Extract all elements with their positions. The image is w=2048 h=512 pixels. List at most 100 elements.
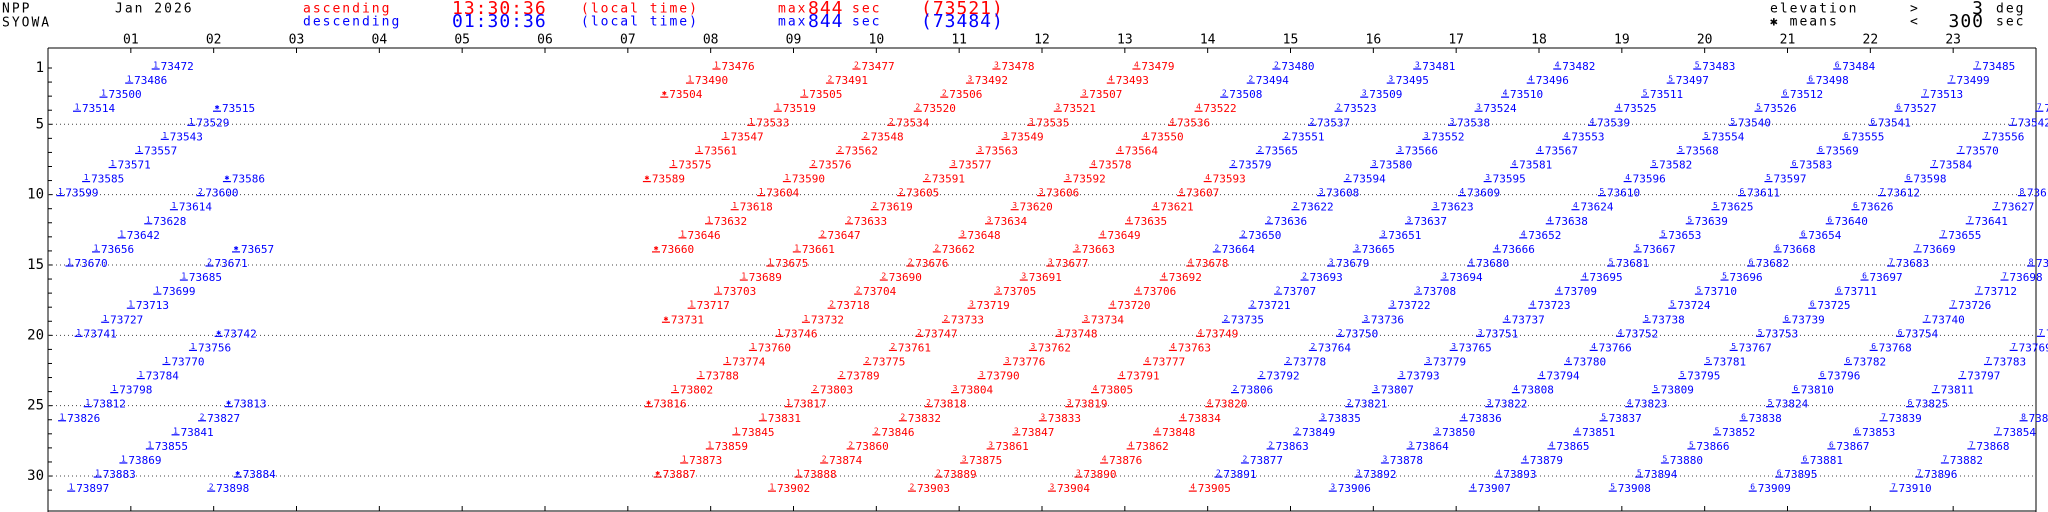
orbit-number: 73725: [1817, 299, 1850, 312]
orbit-number: 73811: [1941, 384, 1974, 397]
orbit-number: 73723: [1537, 299, 1570, 312]
orbit-number: 73740: [1932, 313, 1965, 326]
orbit-number: 73609: [1467, 187, 1500, 200]
pass-index: 7: [1923, 89, 1928, 98]
pass-index: 2: [926, 398, 931, 407]
legend-time-note: (local time): [581, 2, 699, 17]
orbit-number: 73861: [996, 440, 1029, 453]
orbit-number: 73738: [1652, 313, 1685, 326]
pass-index: 2: [822, 454, 827, 463]
x-tick-label: 08: [703, 33, 719, 48]
orbit-number: 73637: [1414, 215, 1447, 228]
orbit-number: 73910: [1899, 482, 1932, 495]
pass-index: 3: [1354, 243, 1359, 252]
pass-index: 2: [1248, 75, 1253, 84]
orbit-number: 73592: [1073, 173, 1106, 186]
orbit-number: 73907: [1478, 482, 1511, 495]
x-tick-label: 03: [289, 33, 305, 48]
orbit-number: 73889: [943, 468, 976, 481]
orbit-number: 73749: [1205, 327, 1238, 340]
orbit-number: 73760: [758, 341, 791, 354]
orbit-number: 73741: [84, 327, 117, 340]
orbit-number: 73510: [1510, 88, 1543, 101]
orbit-number: 73863: [1276, 440, 1309, 453]
orbit-number: 73511: [1650, 88, 1683, 101]
pass-index: 4: [1190, 483, 1195, 492]
orbit-number: 73875: [969, 454, 1002, 467]
pass-index: 4: [1625, 173, 1630, 182]
pass-index: 1: [191, 342, 196, 351]
orbit-number: 73543: [170, 130, 203, 143]
orbit-number: 73494: [1256, 74, 1289, 87]
pass-index: 1: [714, 61, 719, 70]
orbit-number: 73548: [871, 130, 904, 143]
pass-index: 2: [917, 328, 922, 337]
pass-index: 2: [1295, 426, 1300, 435]
pass-index: 1: [784, 173, 789, 182]
pass-index: 7: [1932, 159, 1937, 168]
orbit-number: 73483: [1702, 60, 1735, 73]
orbit-number: 73722: [1397, 299, 1430, 312]
orbit-number: 73721: [1257, 299, 1290, 312]
orbit-number: 73553: [1571, 130, 1604, 143]
orbit-number: 73823: [1634, 398, 1667, 411]
pass-index: 3: [951, 159, 956, 168]
orbit-number: 73699: [162, 285, 195, 298]
orbit-number: 73562: [845, 144, 878, 157]
orbit-number: 73646: [688, 229, 721, 242]
orbit-number: 73551: [1291, 130, 1324, 143]
pass-index: 1: [147, 440, 152, 449]
orbit-number: 73557: [144, 144, 177, 157]
orbit-number: 73515: [222, 102, 255, 115]
orbit-number: 73506: [949, 88, 982, 101]
pass-index: 7: [1984, 131, 1989, 140]
pass-index: 3: [987, 215, 992, 224]
pass-index: 5: [1644, 314, 1649, 323]
pass-index: 2: [828, 75, 833, 84]
pass-index: 6: [1740, 187, 1745, 196]
orbit-number: 73492: [975, 74, 1008, 87]
pass-index: 3: [988, 440, 993, 449]
orbit-number: 73605: [906, 187, 939, 200]
pass-index: 4: [1555, 61, 1560, 70]
orbit-number: 73812: [93, 398, 126, 411]
orbit-number: 73522: [1204, 102, 1237, 115]
orbit-number: 73794: [1546, 370, 1579, 383]
orbit-number: 73739: [1792, 313, 1825, 326]
x-tick-label: 20: [1697, 33, 1713, 48]
orbit-number: 73878: [1390, 454, 1423, 467]
pass-index: 1: [94, 243, 99, 252]
orbit-number: 73619: [880, 201, 913, 214]
pass-index: 4: [1528, 75, 1533, 84]
pass-index: 7: [1915, 243, 1920, 252]
orbit-number: 73580: [1379, 158, 1412, 171]
orbit-number: 73766: [1599, 341, 1632, 354]
pass-index: 6: [1896, 103, 1901, 112]
orbit-number: 73606: [1046, 187, 1079, 200]
orbit-number: 73633: [854, 215, 887, 228]
pass-index: 8: [2029, 257, 2034, 266]
pass-index: 3: [1485, 173, 1490, 182]
orbit-number: 73618: [740, 201, 773, 214]
orbit-number: 73576: [818, 158, 851, 171]
orbit-number: 73554: [1711, 130, 1744, 143]
orbit-number: 73669: [1923, 243, 1956, 256]
pass-index: 2: [900, 412, 905, 421]
orbit-number: 73642: [127, 229, 160, 242]
pass-index: 4: [1549, 440, 1554, 449]
pass-index: 1: [794, 243, 799, 252]
pass-index: 1: [749, 117, 754, 126]
orbit-number: 73784: [146, 370, 179, 383]
orbit-number: 73873: [689, 454, 722, 467]
pass-index: 6: [1853, 201, 1858, 210]
pass-index: 2: [942, 89, 947, 98]
orbit-number: 73692: [1169, 271, 1202, 284]
pass-index: 4: [1117, 145, 1122, 154]
pass-index: 6: [1777, 469, 1782, 478]
orbit-number: 73834: [1188, 412, 1221, 425]
pass-index: 2: [854, 61, 859, 70]
pass-index: 5: [1706, 356, 1711, 365]
orbit-number: 73581: [1519, 158, 1552, 171]
orbit-number: 73595: [1493, 173, 1526, 186]
pass-index: 1: [171, 201, 176, 210]
